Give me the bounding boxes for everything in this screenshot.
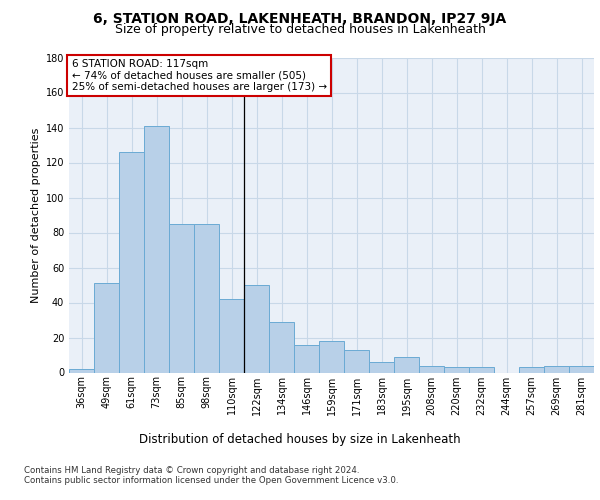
Bar (94, 283, 119, 372)
Bar (569, 366, 594, 372)
Bar (219, 299, 244, 372)
Text: Contains HM Land Registry data © Crown copyright and database right 2024.: Contains HM Land Registry data © Crown c… (24, 466, 359, 475)
Bar (244, 285, 269, 372)
Bar (419, 366, 444, 372)
Bar (394, 357, 419, 372)
Text: 6, STATION ROAD, LAKENHEATH, BRANDON, IP27 9JA: 6, STATION ROAD, LAKENHEATH, BRANDON, IP… (94, 12, 506, 26)
Bar (269, 322, 294, 372)
Text: 6 STATION ROAD: 117sqm
← 74% of detached houses are smaller (505)
25% of semi-de: 6 STATION ROAD: 117sqm ← 74% of detached… (71, 59, 327, 92)
Y-axis label: Number of detached properties: Number of detached properties (31, 128, 41, 302)
Bar (144, 126, 169, 372)
Bar (119, 152, 144, 372)
Bar (69, 369, 94, 372)
Bar (344, 350, 369, 372)
Bar (519, 367, 544, 372)
Bar (169, 224, 194, 372)
Bar (369, 362, 394, 372)
Bar (294, 344, 319, 372)
Bar (544, 366, 569, 372)
Text: Contains public sector information licensed under the Open Government Licence v3: Contains public sector information licen… (24, 476, 398, 485)
Text: Distribution of detached houses by size in Lakenheath: Distribution of detached houses by size … (139, 432, 461, 446)
Bar (194, 224, 219, 372)
Bar (319, 341, 344, 372)
Bar (469, 367, 494, 372)
Text: Size of property relative to detached houses in Lakenheath: Size of property relative to detached ho… (115, 24, 485, 36)
Bar (444, 367, 469, 372)
